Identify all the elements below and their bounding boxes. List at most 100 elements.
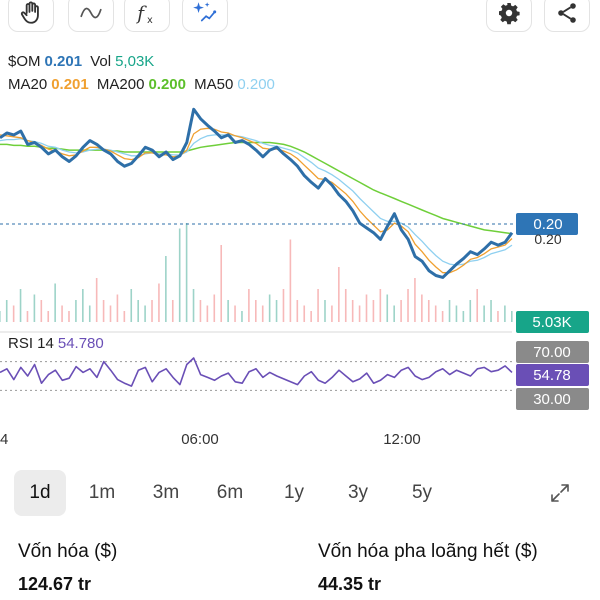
volume-bar [61, 305, 63, 322]
timeframe-6m[interactable]: 6m [216, 482, 244, 503]
volume-bar [386, 294, 389, 322]
timeframe-3y[interactable]: 3y [347, 482, 369, 503]
price-badge-text: 0.20 [533, 216, 562, 233]
ma20-value: 0.201 [51, 76, 89, 93]
share-icon [558, 3, 576, 23]
volume-bar [358, 305, 361, 322]
share-button[interactable] [544, 0, 590, 32]
volume-bar [68, 311, 70, 322]
volume-bar [213, 294, 216, 322]
volume-bar [255, 300, 257, 322]
volume-bar [19, 289, 22, 322]
market-cap-label: Vốn hóa ($) [18, 541, 118, 562]
ma-legend: MA20 0.201 MA200 0.200 MA50 0.200 [8, 76, 279, 93]
volume-bar [88, 305, 91, 322]
volume-bar [441, 311, 444, 322]
volume-bar [448, 300, 451, 322]
timeframe-5y[interactable]: 5y [411, 482, 433, 503]
volume-bar [234, 305, 236, 322]
volume-bar [379, 289, 382, 322]
volume-bar [192, 289, 195, 322]
volume-bar [123, 311, 126, 322]
volume-bar [33, 294, 36, 322]
volume-bar [469, 300, 472, 322]
symbol-label: $OM [8, 53, 41, 70]
ma200-value: 0.200 [148, 76, 186, 93]
volume-bar [462, 311, 465, 322]
hand-icon [20, 1, 39, 24]
volume-bar [296, 300, 299, 322]
timeframe-1d[interactable]: 1d [14, 470, 66, 516]
volume-bar [5, 300, 8, 322]
volume-bar [54, 283, 56, 322]
volume-bar [144, 305, 146, 322]
volume-bar [109, 305, 112, 322]
ai-tool-button[interactable] [182, 0, 228, 32]
rsi-label: RSI 14 [8, 335, 54, 352]
magic-icon [193, 2, 217, 22]
rsi-30-badge [516, 388, 589, 410]
ma20-line [0, 127, 513, 274]
market-cap-value: 124.67 tr [18, 574, 92, 594]
volume-bar [151, 300, 153, 322]
price-chart[interactable]: 0.200.20 5.03K 70.00 54.78 30.00 4 06:00 12:00 [0, 0, 600, 460]
volume-bar [26, 311, 29, 322]
volume-bar [504, 305, 506, 322]
rsi-value: 54.780 [57, 335, 104, 352]
volume-bar [171, 300, 174, 322]
volume-badge [516, 311, 589, 333]
gear-icon [499, 3, 520, 25]
volume-bar [47, 311, 50, 322]
ma50-label: MA50 [194, 76, 234, 93]
price-badge [516, 213, 578, 235]
price-legend: $OM 0.201 Vol 5,03K [8, 53, 158, 70]
function-icon: f x [135, 4, 153, 26]
volume-bar [338, 267, 340, 322]
timeframe-3m[interactable]: 3m [152, 482, 180, 503]
volume-bar [414, 278, 416, 322]
expand-button[interactable] [534, 470, 586, 516]
x-tick-label: 12:00 [383, 431, 421, 448]
rsi-30-badge-text: 30.00 [533, 391, 571, 408]
x-tick-label: 4 [0, 431, 8, 448]
volume-bar [12, 305, 15, 322]
volume-bar [178, 228, 181, 322]
volume-bar [199, 300, 202, 322]
volume-bar [275, 300, 278, 322]
volume-bar [421, 294, 423, 322]
volume-bar [261, 305, 264, 322]
vol-value: 5,03K [115, 53, 155, 70]
hand-tool-button[interactable] [8, 0, 54, 32]
volume-bar [0, 311, 1, 322]
rsi-line [0, 357, 513, 387]
volume-bar [310, 311, 312, 322]
volume-bar [82, 289, 84, 322]
timeframe-1m[interactable]: 1m [88, 482, 116, 503]
drawing-tool-button[interactable] [68, 0, 114, 32]
timeframe-1y[interactable]: 1y [283, 482, 305, 503]
volume-bar [130, 289, 133, 322]
volume-bar [75, 300, 77, 322]
price-secondary-label: 0.20 [534, 231, 561, 247]
vol-label: Vol [90, 53, 112, 70]
indicator-button[interactable]: f x [124, 0, 170, 32]
price-line [0, 107, 514, 279]
volume-bar [407, 289, 409, 322]
chart-toolbar: f x [0, 0, 600, 34]
volume-bar [400, 300, 402, 322]
volume-bar [303, 305, 306, 322]
diluted-cap-label: Vốn hóa pha loãng hết ($) [318, 541, 538, 562]
volume-bar [241, 311, 243, 322]
x-tick-label: 06:00 [181, 431, 219, 448]
volume-bar [476, 289, 479, 322]
settings-button[interactable] [486, 0, 532, 32]
ma50-value: 0.200 [237, 76, 275, 93]
volume-bar [95, 278, 98, 322]
expand-icon [551, 484, 569, 502]
diluted-cap-value: 44.35 tr [318, 574, 382, 594]
volume-bar [455, 305, 458, 322]
rsi-70-badge [516, 341, 589, 363]
volume-bar [324, 300, 326, 322]
volume-bar [490, 300, 492, 322]
volume-bar [165, 256, 167, 322]
